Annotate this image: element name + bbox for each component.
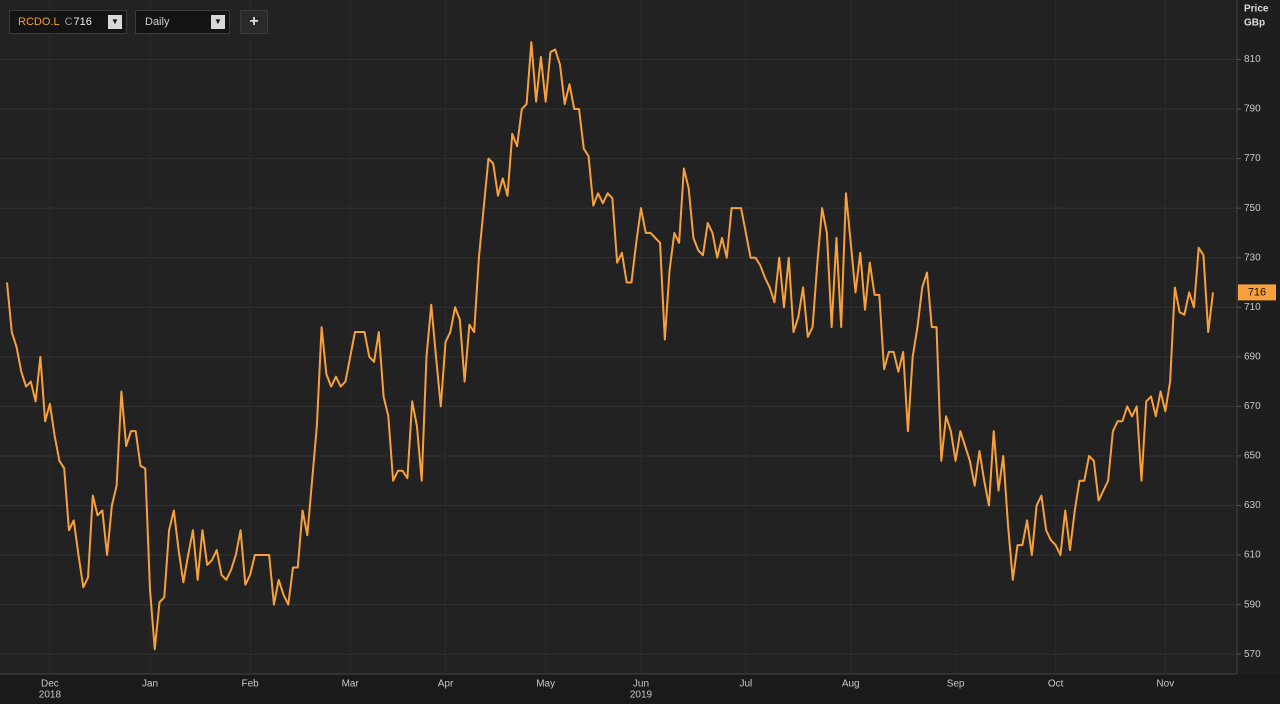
y-tick-label: 730 [1244, 252, 1261, 263]
dropdown-arrow[interactable]: ▼ [211, 15, 225, 29]
y-tick-label: 710 [1244, 302, 1261, 313]
add-button[interactable]: + [240, 10, 268, 34]
y-tick-label: 590 [1244, 599, 1261, 610]
y-tick-label: 610 [1244, 550, 1261, 561]
y-axis-title: Price [1244, 4, 1269, 15]
y-tick-label: 630 [1244, 500, 1261, 511]
y-tick-label: 750 [1244, 203, 1261, 214]
x-tick-label: Apr [438, 679, 454, 690]
close-value: 716 [73, 16, 92, 28]
interval-selector[interactable]: Daily ▼ [135, 10, 230, 34]
y-axis-unit: GBp [1244, 18, 1265, 29]
y-tick-label: 810 [1244, 54, 1261, 65]
x-tick-label: Nov [1156, 679, 1174, 690]
x-tick-label: Jul [739, 679, 752, 690]
marks [6, 41, 1214, 651]
x-tick-label: Aug [842, 679, 860, 690]
price-line [6, 41, 1214, 651]
x-tick-label: Sep [947, 679, 965, 690]
instrument-selector[interactable]: RCDO.L C 716 ▼ [9, 10, 127, 34]
y-tick-label: 570 [1244, 649, 1261, 660]
x-tick-label: Jun [633, 679, 649, 690]
y-tick-label: 690 [1244, 351, 1261, 362]
y-tick-label: 670 [1244, 401, 1261, 412]
dropdown-arrow[interactable]: ▼ [108, 15, 122, 29]
last-price-label: 716 [1248, 286, 1266, 298]
x-tick-label: Jan [142, 679, 158, 690]
last-price-box [1238, 284, 1276, 301]
y-tick-label: 770 [1244, 153, 1261, 164]
x-tick-label: Oct [1048, 679, 1064, 690]
close-label: C [64, 16, 73, 28]
ticker: RCDO.L [18, 16, 60, 28]
x-tick-label: Dec [41, 679, 59, 690]
x-year-label: 2018 [39, 690, 62, 701]
x-tick-label: Feb [241, 679, 259, 690]
x-tick-label: May [536, 679, 555, 690]
interval: Daily [145, 16, 170, 28]
x-axis-band [0, 674, 1280, 704]
x-year-label: 2019 [630, 690, 653, 701]
y-tick-label: 650 [1244, 451, 1261, 462]
y-tick-label: 790 [1244, 104, 1261, 115]
x-tick-label: Mar [342, 679, 360, 690]
